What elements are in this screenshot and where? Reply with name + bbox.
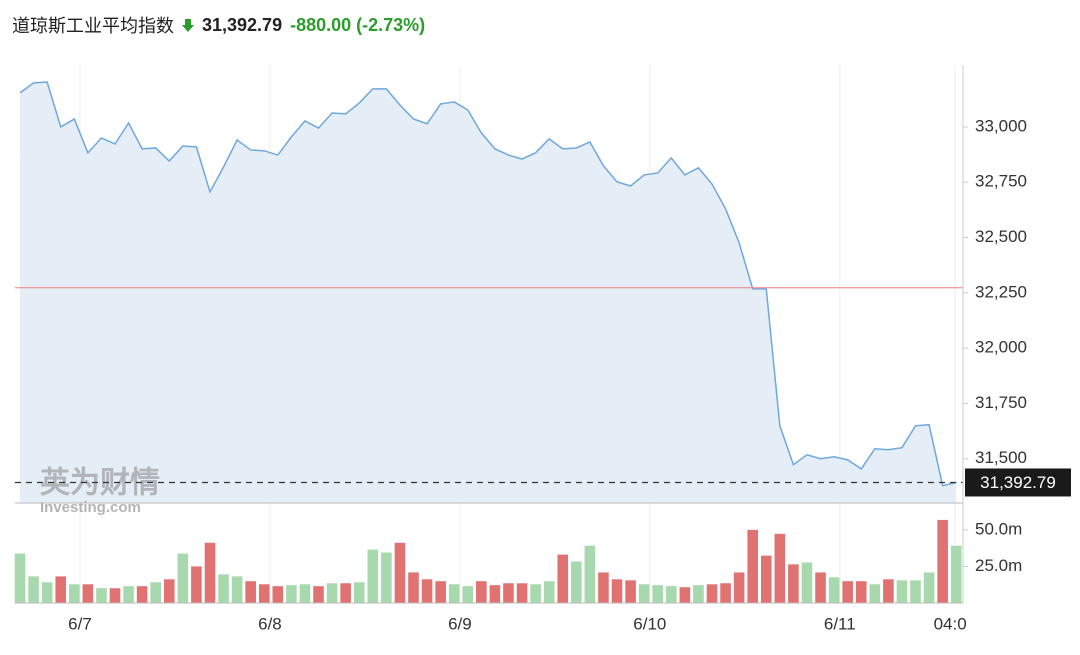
volume-bar	[923, 572, 935, 603]
volume-bar	[855, 581, 867, 603]
volume-bar	[150, 582, 161, 603]
volume-bar	[258, 584, 270, 603]
y-tick-label: 32,500	[975, 227, 1027, 246]
volume-bar	[828, 577, 840, 603]
y-tick-label: 32,750	[975, 172, 1027, 191]
volume-bar	[679, 587, 691, 603]
volume-bar	[313, 586, 324, 603]
volume-bar	[28, 576, 39, 603]
volume-bar	[326, 583, 338, 603]
volume-bar	[611, 579, 623, 603]
volume-bar	[598, 572, 609, 603]
x-tick-label: 04:00	[934, 614, 977, 633]
volume-bar	[163, 579, 175, 603]
volume-bar	[543, 581, 555, 603]
price-box-label: 31,392.79	[980, 473, 1056, 492]
volume-bar	[503, 583, 514, 603]
volume-bar	[109, 588, 121, 603]
volume-bar	[638, 584, 650, 603]
y-tick-label: 33,000	[975, 116, 1027, 135]
volume-bar	[69, 584, 80, 603]
volume-bar	[476, 581, 487, 603]
watermark-site: Investing.com	[40, 499, 141, 516]
volume-bar	[299, 584, 311, 603]
volume-bar	[910, 580, 921, 603]
volume-bar	[14, 553, 26, 603]
price: 31,392.79	[202, 14, 283, 35]
volume-bar	[937, 519, 948, 603]
price-line	[19, 81, 957, 487]
area-fill	[20, 82, 957, 504]
volume-bar	[462, 586, 474, 603]
x-tick-label: 6/8	[258, 614, 282, 633]
volume-bar	[435, 581, 446, 603]
x-tick-label: 6/7	[68, 614, 92, 633]
volume-bar	[652, 585, 664, 603]
volume-bar	[55, 576, 67, 603]
y-tick-label: 31,500	[975, 448, 1027, 467]
volume-bar	[747, 529, 758, 603]
volume-bar	[815, 572, 826, 603]
volume-bar	[353, 582, 365, 603]
volume-bar	[530, 584, 541, 603]
volume-bar	[706, 584, 718, 603]
volume-bar	[665, 586, 677, 603]
change: -880.00	[290, 14, 352, 35]
volume-bar	[774, 533, 786, 603]
volume-bar	[367, 549, 379, 603]
volume-bar	[883, 579, 894, 603]
volume-bar	[869, 584, 881, 603]
volume-bar	[177, 553, 189, 603]
volume-bar	[96, 588, 107, 603]
volume-bar	[448, 584, 460, 603]
x-tick-label: 6/10	[633, 614, 666, 633]
y-tick-label: 32,000	[975, 338, 1027, 357]
volume-bar	[204, 542, 216, 603]
volume-bar	[625, 580, 636, 603]
down-arrow	[182, 19, 194, 32]
volume-bar	[896, 580, 908, 603]
x-tick-label: 6/9	[448, 614, 472, 633]
volume-bar	[272, 586, 284, 603]
volume-bar	[136, 586, 148, 603]
change-pct: (-2.73%)	[356, 14, 426, 35]
volume-bar	[571, 561, 582, 603]
volume-bar	[381, 552, 392, 603]
volume-bar	[733, 572, 745, 603]
y-tick-label: 31,750	[975, 393, 1027, 412]
volume-bar	[245, 581, 256, 603]
volume-bar	[191, 566, 202, 603]
volume-bar	[720, 583, 731, 603]
volume-bar	[760, 555, 772, 603]
volume-bar	[693, 585, 704, 603]
volume-bar	[801, 562, 813, 603]
y-tick-label: 50.0m	[975, 519, 1022, 538]
header: 道琼斯工业平均指数 31,392.79 -880.00 (-2.73%)	[12, 12, 425, 38]
volume-bar	[557, 554, 569, 603]
volume-bar	[842, 581, 853, 603]
y-tick-label: 32,250	[975, 282, 1027, 301]
volume-bar	[218, 574, 229, 603]
volume-bar	[408, 572, 419, 603]
volume-bar	[123, 586, 134, 603]
volume-bar	[82, 584, 94, 603]
volume-bar	[41, 582, 53, 603]
x-tick-label: 6/11	[824, 614, 856, 633]
price-box	[965, 468, 1071, 497]
volume-bar	[231, 576, 243, 603]
volume-bar	[421, 579, 433, 603]
title: 道琼斯工业平均指数	[12, 16, 174, 37]
volume-bar	[584, 545, 596, 603]
volume-bar	[340, 583, 351, 603]
volume-bar	[950, 545, 962, 603]
volume-bar	[394, 542, 406, 603]
y-tick-label: 25.0m	[975, 556, 1022, 575]
volume-bar	[516, 583, 528, 603]
volume-bar	[788, 564, 799, 603]
volume-bar	[489, 585, 501, 603]
volume-bar	[286, 585, 297, 603]
